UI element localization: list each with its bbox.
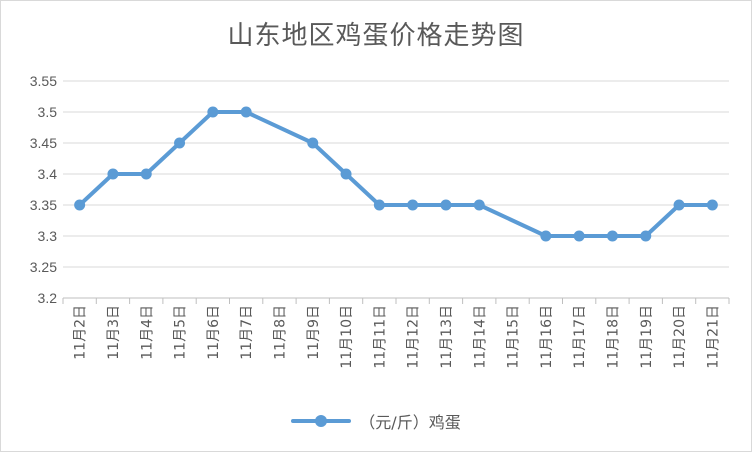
x-tick-label: 11月16日	[539, 305, 555, 369]
y-tick-label: 3.35	[30, 197, 57, 213]
x-tick-label: 11月8日	[272, 305, 288, 360]
chart-title: 山东地区鸡蛋价格走势图	[227, 21, 525, 51]
data-point	[407, 199, 419, 211]
x-tick-label: 11月13日	[439, 305, 455, 369]
data-point	[706, 199, 718, 211]
data-point	[573, 230, 585, 242]
x-tick-labels: 11月2日 11月3日 11月4日 11月5日 11月6日 11月7日 11月8日 11月9日…	[73, 305, 722, 369]
data-point	[307, 137, 319, 149]
data-point	[606, 230, 618, 242]
data-point	[107, 168, 119, 180]
data-point	[140, 168, 152, 180]
data-point	[373, 199, 385, 211]
x-tick-label: 11月19日	[639, 305, 655, 369]
y-tick-label: 3.2	[38, 290, 58, 306]
y-tick-label: 3.4	[38, 166, 58, 182]
y-tick-label: 3.25	[30, 259, 57, 275]
data-point	[207, 106, 219, 118]
y-tick-labels: 3.2 3.25 3.3 3.35 3.4 3.45 3.5 3.55	[30, 73, 57, 306]
series-layer	[74, 106, 718, 242]
data-point	[540, 230, 552, 242]
legend-swatch	[291, 415, 352, 427]
x-tick-label: 11月3日	[106, 305, 122, 360]
x-tick-label: 11月20日	[672, 305, 688, 369]
x-tick-label: 11月5日	[173, 305, 189, 360]
y-tick-label: 3.3	[38, 228, 58, 244]
x-tick-label: 11月4日	[139, 305, 155, 360]
data-point	[240, 106, 252, 118]
y-tick-label: 3.55	[30, 73, 57, 89]
data-point	[673, 199, 685, 211]
y-tick-label: 3.5	[38, 104, 58, 120]
x-tick-label: 11月18日	[605, 305, 621, 369]
data-point	[440, 199, 452, 211]
x-tick-label: 11月21日	[705, 305, 721, 369]
axes	[62, 297, 730, 304]
legend: （元/斤）鸡蛋	[1, 409, 751, 433]
x-tick-label: 11月11日	[372, 305, 388, 369]
grid-lines	[63, 80, 729, 268]
data-point	[340, 168, 352, 180]
x-tick-label: 11月6日	[206, 305, 222, 360]
x-tick-label: 11月7日	[239, 305, 255, 360]
x-tick-label: 11月17日	[572, 305, 588, 369]
x-tick-label: 11月15日	[506, 305, 522, 369]
x-tick-label: 11月9日	[306, 305, 322, 360]
data-point	[74, 199, 86, 211]
x-tick-label: 11月12日	[406, 305, 422, 369]
series-line	[77, 110, 715, 238]
data-point	[473, 199, 485, 211]
x-tick-label: 11月2日	[73, 305, 89, 360]
x-tick-label: 11月10日	[339, 305, 355, 369]
data-point	[640, 230, 652, 242]
data-point	[174, 137, 186, 149]
y-tick-label: 3.45	[30, 135, 57, 151]
legend-label: （元/斤）鸡蛋	[359, 413, 461, 432]
x-tick-label: 11月14日	[472, 305, 488, 369]
